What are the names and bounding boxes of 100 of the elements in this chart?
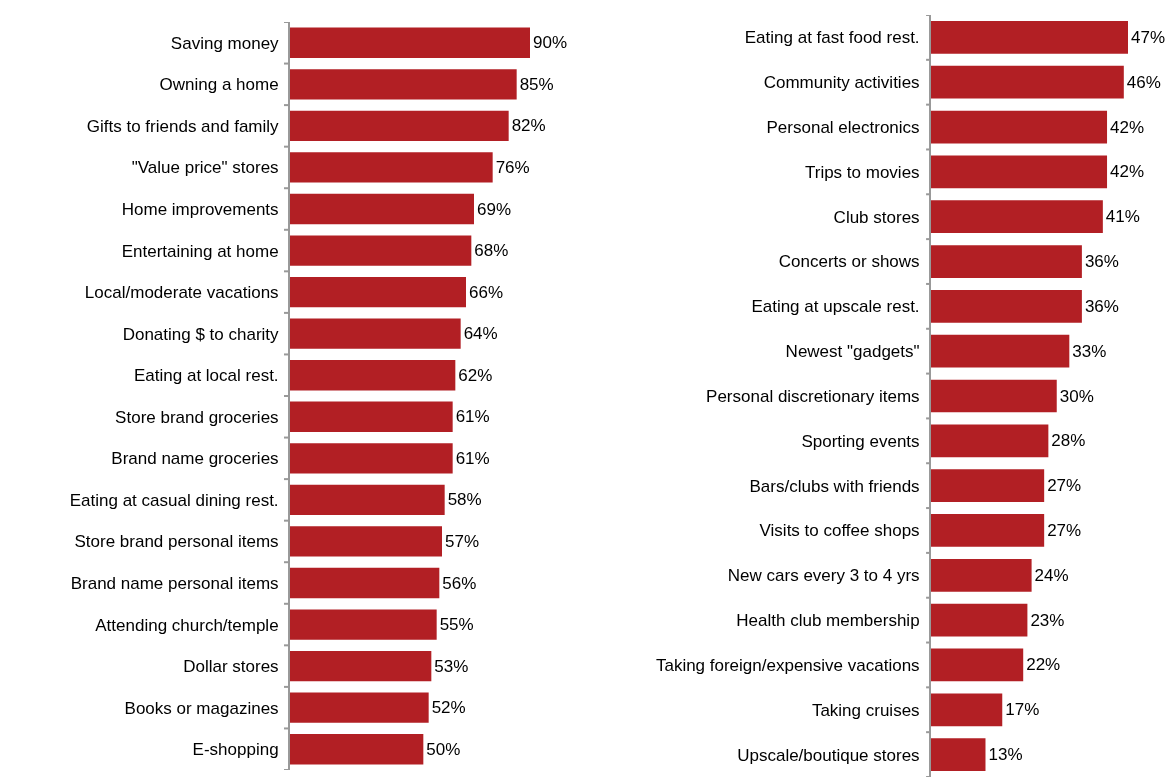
- y-tick-label: Personal discretionary items: [706, 386, 920, 406]
- bar: [290, 69, 517, 100]
- y-tick-label: Visits to coffee shops: [759, 521, 920, 541]
- bar: [290, 360, 456, 391]
- bar: [290, 443, 453, 474]
- y-tick-label: Brand name groceries: [111, 449, 279, 469]
- bar: [290, 318, 461, 349]
- y-tick-label: Concerts or shows: [778, 252, 920, 272]
- y-tick-label: Donating $ to charity: [122, 324, 280, 344]
- y-tick-label: Newest "gadgets": [785, 342, 920, 362]
- y-tick-label: Store brand groceries: [115, 407, 279, 427]
- bar: [931, 469, 1045, 503]
- y-tick-label: Upscale/boutique stores: [737, 745, 920, 765]
- bar: [290, 650, 432, 682]
- y-tick-label: Entertaining at home: [121, 241, 279, 261]
- data-label: 68%: [474, 241, 509, 261]
- data-label: 30%: [1059, 386, 1094, 406]
- y-tick-label: Eating at upscale rest.: [751, 297, 920, 317]
- bar: [290, 734, 424, 765]
- data-label: 52%: [431, 698, 466, 718]
- data-label: 36%: [1084, 296, 1119, 316]
- data-label: 47%: [1131, 27, 1166, 47]
- bar: [290, 609, 437, 640]
- bar: [290, 401, 453, 432]
- data-label: 53%: [434, 656, 469, 676]
- bar: [931, 65, 1124, 99]
- bar: [931, 424, 1049, 458]
- y-tick-label: "Value price" stores: [131, 158, 279, 178]
- y-tick-label: Eating at fast food rest.: [744, 28, 920, 48]
- y-tick-label: Personal electronics: [766, 118, 920, 138]
- data-label: 57%: [445, 531, 480, 551]
- bar: [931, 693, 1003, 727]
- bar: [290, 276, 466, 308]
- data-label: 41%: [1105, 207, 1140, 227]
- data-label: 69%: [477, 199, 512, 219]
- y-tick-label: Books or magazines: [124, 698, 279, 718]
- bar: [931, 558, 1032, 592]
- data-label: 55%: [439, 615, 474, 635]
- y-tick-label: Taking cruises: [811, 700, 920, 720]
- data-label: 61%: [455, 448, 490, 468]
- y-tick-label: Owning a home: [159, 75, 279, 95]
- data-label: 58%: [447, 490, 482, 510]
- data-label: 76%: [495, 157, 530, 177]
- y-tick-label: Saving money: [170, 33, 280, 53]
- bar: [931, 738, 986, 771]
- data-label: 90%: [533, 33, 568, 53]
- y-tick-label: Taking foreign/expensive vacations: [655, 655, 920, 675]
- bar: [290, 27, 530, 58]
- data-label: 64%: [463, 324, 498, 344]
- y-tick-label: Community activities: [763, 73, 920, 93]
- data-label: 42%: [1110, 162, 1145, 182]
- data-label: 61%: [455, 407, 490, 427]
- bar: [290, 692, 429, 723]
- data-label: 17%: [1005, 700, 1040, 720]
- data-label: 28%: [1051, 431, 1086, 451]
- bar: [931, 603, 1028, 637]
- bar: [931, 379, 1057, 413]
- bar: [931, 334, 1070, 368]
- data-label: 50%: [426, 739, 461, 759]
- data-label: 13%: [988, 745, 1023, 765]
- data-label: 42%: [1110, 117, 1145, 137]
- data-label: 46%: [1126, 72, 1161, 92]
- y-tick-label: Bars/clubs with friends: [749, 476, 920, 496]
- data-label: 36%: [1084, 252, 1119, 272]
- bar: [931, 289, 1082, 323]
- data-label: 82%: [511, 116, 546, 136]
- y-tick-label: Store brand personal items: [74, 532, 279, 552]
- bar: [290, 567, 440, 599]
- y-tick-label: Brand name personal items: [70, 573, 279, 593]
- bar: [290, 152, 493, 183]
- y-tick-label: Dollar stores: [183, 657, 279, 677]
- bar: [931, 155, 1108, 189]
- y-tick-label: Local/moderate vacations: [84, 283, 279, 303]
- bar: [290, 193, 474, 225]
- data-label: 24%: [1034, 565, 1069, 585]
- y-tick-label: E-shopping: [192, 740, 279, 760]
- y-tick-label: Eating at casual dining rest.: [69, 490, 279, 510]
- y-tick-label: Home improvements: [121, 199, 279, 219]
- bar: [931, 110, 1108, 144]
- data-label: 23%: [1030, 610, 1065, 630]
- bar: [290, 484, 445, 516]
- y-tick-label: Sporting events: [801, 431, 920, 451]
- y-tick-label: Attending church/temple: [95, 615, 279, 635]
- data-label: 22%: [1026, 655, 1061, 675]
- y-tick-label: Eating at local rest.: [134, 366, 279, 386]
- data-label: 85%: [519, 74, 554, 94]
- data-label: 33%: [1072, 341, 1107, 361]
- data-label: 27%: [1047, 476, 1082, 496]
- bar: [290, 526, 442, 557]
- bar: [931, 514, 1045, 547]
- y-tick-label: Gifts to friends and family: [86, 116, 280, 136]
- data-label: 56%: [442, 573, 477, 593]
- bar: [931, 200, 1103, 234]
- y-tick-label: Club stores: [833, 207, 920, 227]
- y-tick-label: Trips to movies: [804, 162, 920, 182]
- bar: [290, 110, 509, 142]
- bar: [931, 245, 1082, 278]
- data-label: 66%: [469, 282, 504, 302]
- bar: [290, 235, 472, 266]
- y-tick-label: Health club membership: [736, 611, 920, 631]
